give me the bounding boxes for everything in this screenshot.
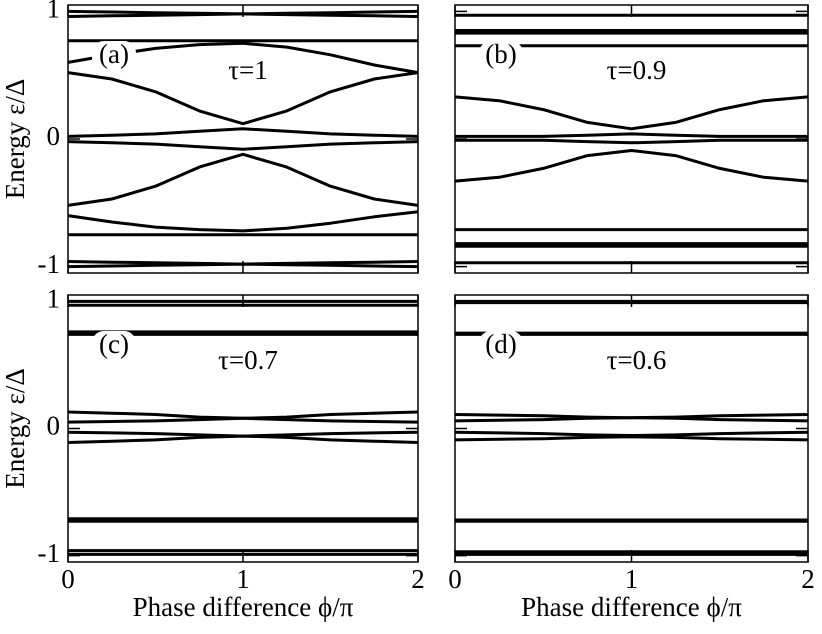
- y-axis-label: Energy ε/Δ: [0, 79, 30, 199]
- label-backdrop: [92, 41, 136, 71]
- y-tick-label: -1: [38, 249, 61, 279]
- energy-level-line: [455, 132, 808, 138]
- plot-frame: [67, 294, 419, 563]
- panel-label: (b): [485, 39, 516, 69]
- panel-label: (c): [99, 329, 129, 359]
- energy-level-line: [67, 416, 419, 424]
- tau-annotation: τ=0.9: [607, 55, 667, 85]
- x-tick-label: 0: [61, 564, 75, 594]
- panel-label: (a): [99, 39, 129, 69]
- tau-annotation: τ=0.6: [607, 345, 667, 375]
- label-backdrop: [479, 41, 523, 71]
- energy-level-line: [67, 210, 419, 233]
- x-axis-label: Phase difference ϕ/π: [521, 592, 742, 622]
- x-tick-label: 1: [625, 564, 639, 594]
- x-axis-label: Phase difference ϕ/π: [133, 592, 354, 622]
- y-tick-label: 0: [47, 121, 61, 151]
- y-tick-label: 1: [47, 284, 61, 314]
- tau-annotation: τ=0.7: [218, 345, 278, 375]
- label-backdrop: [92, 331, 136, 361]
- y-tick-label: -1: [38, 538, 61, 568]
- y-tick-label: 1: [47, 0, 61, 24]
- x-tick-label: 1: [236, 564, 250, 594]
- energy-level-line: [454, 149, 809, 183]
- plot-frame: [454, 294, 809, 563]
- label-backdrop: [479, 331, 523, 361]
- tau-annotation: τ=1: [228, 55, 268, 85]
- energy-level-line: [67, 127, 419, 138]
- x-tick-label: 2: [801, 564, 815, 594]
- energy-level-line: [454, 430, 809, 437]
- plot-frame: [454, 4, 809, 274]
- energy-level-line: [67, 140, 419, 151]
- energy-level-line: [67, 434, 419, 444]
- x-tick-label: 0: [448, 564, 462, 594]
- energy-level-line: [455, 138, 808, 145]
- plot-frame: [67, 4, 419, 274]
- energy-level-line: [454, 416, 809, 423]
- y-tick-label: 0: [47, 411, 61, 441]
- panel-label: (d): [485, 329, 516, 359]
- x-tick-label: 2: [411, 564, 425, 594]
- energy-level-line: [67, 152, 419, 207]
- energy-level-line: [454, 95, 809, 131]
- energy-level-line: [454, 435, 809, 442]
- y-axis-label: Energy ε/Δ: [0, 368, 30, 488]
- energy-level-line: [67, 71, 419, 126]
